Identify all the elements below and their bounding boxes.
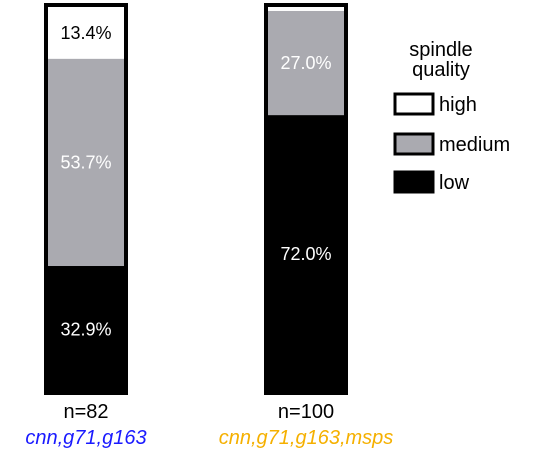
bar-outline-2 [264, 3, 348, 395]
bars-group: 32.9% 53.7% 13.4% 72.0% 27.0% [44, 3, 348, 395]
legend-title-line-2: quality [412, 59, 470, 81]
bar-segment-low-1 [48, 266, 124, 393]
bar-segment-low-2 [268, 115, 344, 393]
data-label-medium-1: 53.7% [60, 152, 111, 172]
bar-segment-high-1 [48, 7, 124, 59]
legend-label-high: high [439, 94, 477, 116]
data-label-low-1: 32.9% [60, 320, 111, 340]
bar-outline-1 [44, 3, 128, 395]
data-label-low-2: 72.0% [280, 244, 331, 264]
legend-swatch-medium [393, 132, 435, 156]
bar-segment-medium-1 [48, 58, 124, 267]
legend-label-low: low [439, 172, 470, 194]
legend-swatch-low [393, 170, 435, 194]
bar-segment-high-2 [268, 7, 344, 11]
legend-title-line-1: spindle [409, 39, 472, 61]
bar-segment-medium-2 [268, 10, 344, 116]
legend-swatch-high [393, 92, 435, 116]
sample-size-label-2: n=100 [278, 401, 334, 423]
genotype-label-1: cnn,g71,g163 [25, 427, 146, 449]
data-label-high-1: 13.4% [60, 23, 111, 43]
genotype-label-2: cnn,g71,g163,msps [219, 427, 394, 449]
data-label-medium-2: 27.0% [280, 53, 331, 73]
sample-size-label-1: n=82 [63, 401, 108, 423]
category-labels: n=82 cnn,g71,g163 n=100 cnn,g71,g163,msps [25, 401, 393, 449]
legend-label-medium: medium [439, 134, 510, 156]
